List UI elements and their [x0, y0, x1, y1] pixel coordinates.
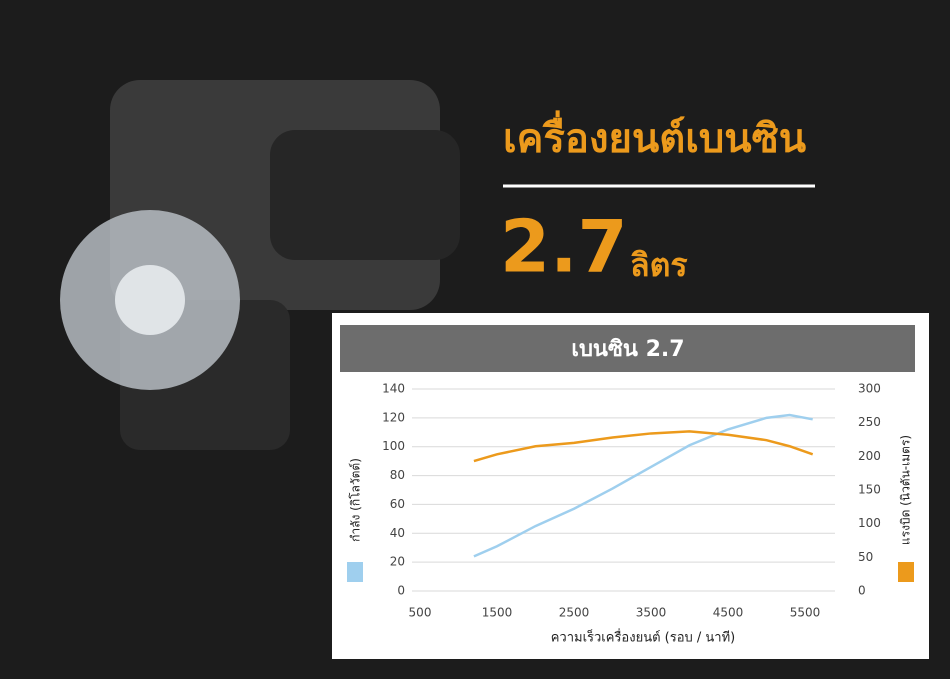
y2-tick-label: 100	[858, 516, 881, 530]
series-line	[473, 430, 814, 463]
legend-swatch	[898, 562, 914, 582]
engine-size: 2.7	[500, 205, 628, 289]
engine-illustration	[60, 80, 460, 450]
chart-title-bar	[340, 325, 915, 372]
y-tick-label: 20	[390, 555, 405, 569]
header-title: เครื่องยนต์เบนซิน	[503, 110, 806, 162]
y2-tick-label: 150	[858, 483, 881, 497]
y2-tick-label: 0	[858, 584, 866, 598]
y2-axis-title: แรงบิด (นิวตัน-เมตร)	[899, 435, 913, 545]
y2-tick-label: 200	[858, 449, 881, 463]
y-tick-label: 60	[390, 497, 405, 511]
x-tick-label: 5500	[790, 606, 821, 620]
series-line	[473, 413, 813, 558]
y-tick-label: 80	[390, 468, 405, 482]
y2-tick-label: 50	[858, 550, 873, 564]
x-tick-label: 2500	[559, 606, 590, 620]
x-tick-label: 500	[409, 606, 432, 620]
y-tick-label: 0	[397, 584, 405, 598]
y-tick-label: 40	[390, 526, 405, 540]
y2-tick-label: 300	[858, 382, 881, 396]
chart-title: เบนซิน 2.7	[571, 337, 684, 362]
y-tick-label: 120	[382, 410, 405, 424]
x-tick-label: 3500	[636, 606, 667, 620]
y-tick-label: 140	[382, 382, 405, 396]
x-tick-label: 4500	[713, 606, 744, 620]
legend-swatch	[347, 562, 363, 582]
y-axis-title: กำลัง (กิโลวัตต์)	[349, 458, 363, 542]
x-tick-label: 1500	[482, 606, 513, 620]
engine-unit: ลิตร	[630, 246, 688, 284]
y-tick-label: 100	[382, 439, 405, 453]
y2-tick-label: 250	[858, 415, 881, 429]
x-axis-title: ความเร็วเครื่องยนต์ (รอบ / นาที)	[551, 628, 736, 646]
